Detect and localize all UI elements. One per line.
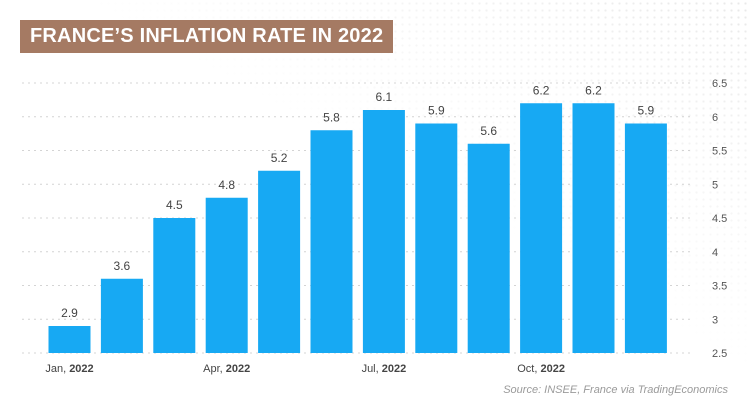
- bar-oct: [520, 103, 563, 353]
- bar-value-label: 3.6: [114, 259, 131, 273]
- x-tick-label: Jul, 2022: [362, 363, 407, 375]
- bar-mar: [153, 218, 196, 353]
- y-tick-label: 6.5: [712, 78, 727, 90]
- bar-value-label: 5.8: [323, 110, 340, 124]
- x-tick-label: Oct, 2022: [517, 363, 565, 375]
- bar-sep: [467, 143, 510, 353]
- y-tick-label: 2.5: [712, 348, 727, 360]
- bar-value-label: 2.9: [61, 306, 78, 320]
- bar-value-label: 5.2: [271, 151, 288, 165]
- x-tick-label: Apr, 2022: [203, 363, 250, 375]
- bar-value-label: 6.1: [376, 90, 393, 104]
- y-tick-label: 5.5: [712, 146, 727, 158]
- bar-value-label: 6.2: [585, 83, 602, 97]
- bar-value-label: 5.9: [428, 104, 445, 118]
- y-tick-label: 3.5: [712, 281, 727, 293]
- bar-value-label: 5.9: [638, 104, 655, 118]
- y-tick-label: 6: [712, 112, 718, 124]
- bar-dec: [624, 123, 667, 353]
- chart-title: FRANCE’S INFLATION RATE IN 2022: [20, 20, 394, 53]
- bar-aug: [415, 123, 458, 353]
- bar-value-label: 6.2: [533, 83, 550, 97]
- bar-jul: [362, 110, 405, 353]
- bar-may: [258, 170, 301, 353]
- x-tick-label: Jan, 2022: [45, 363, 93, 375]
- y-tick-label: 3: [712, 314, 718, 326]
- bar-feb: [100, 278, 143, 353]
- bar-value-label: 4.8: [218, 178, 235, 192]
- bar-jun: [310, 130, 353, 353]
- bar-jan: [48, 326, 91, 353]
- source-note: Source: INSEE, France via TradingEconomi…: [503, 384, 728, 396]
- bar-apr: [205, 197, 248, 353]
- y-tick-label: 4.5: [712, 213, 727, 225]
- y-tick-label: 4: [712, 247, 718, 259]
- bar-value-label: 5.6: [480, 124, 497, 138]
- bar-value-label: 4.5: [166, 198, 183, 212]
- bar-nov: [572, 103, 615, 353]
- y-tick-label: 5: [712, 179, 718, 191]
